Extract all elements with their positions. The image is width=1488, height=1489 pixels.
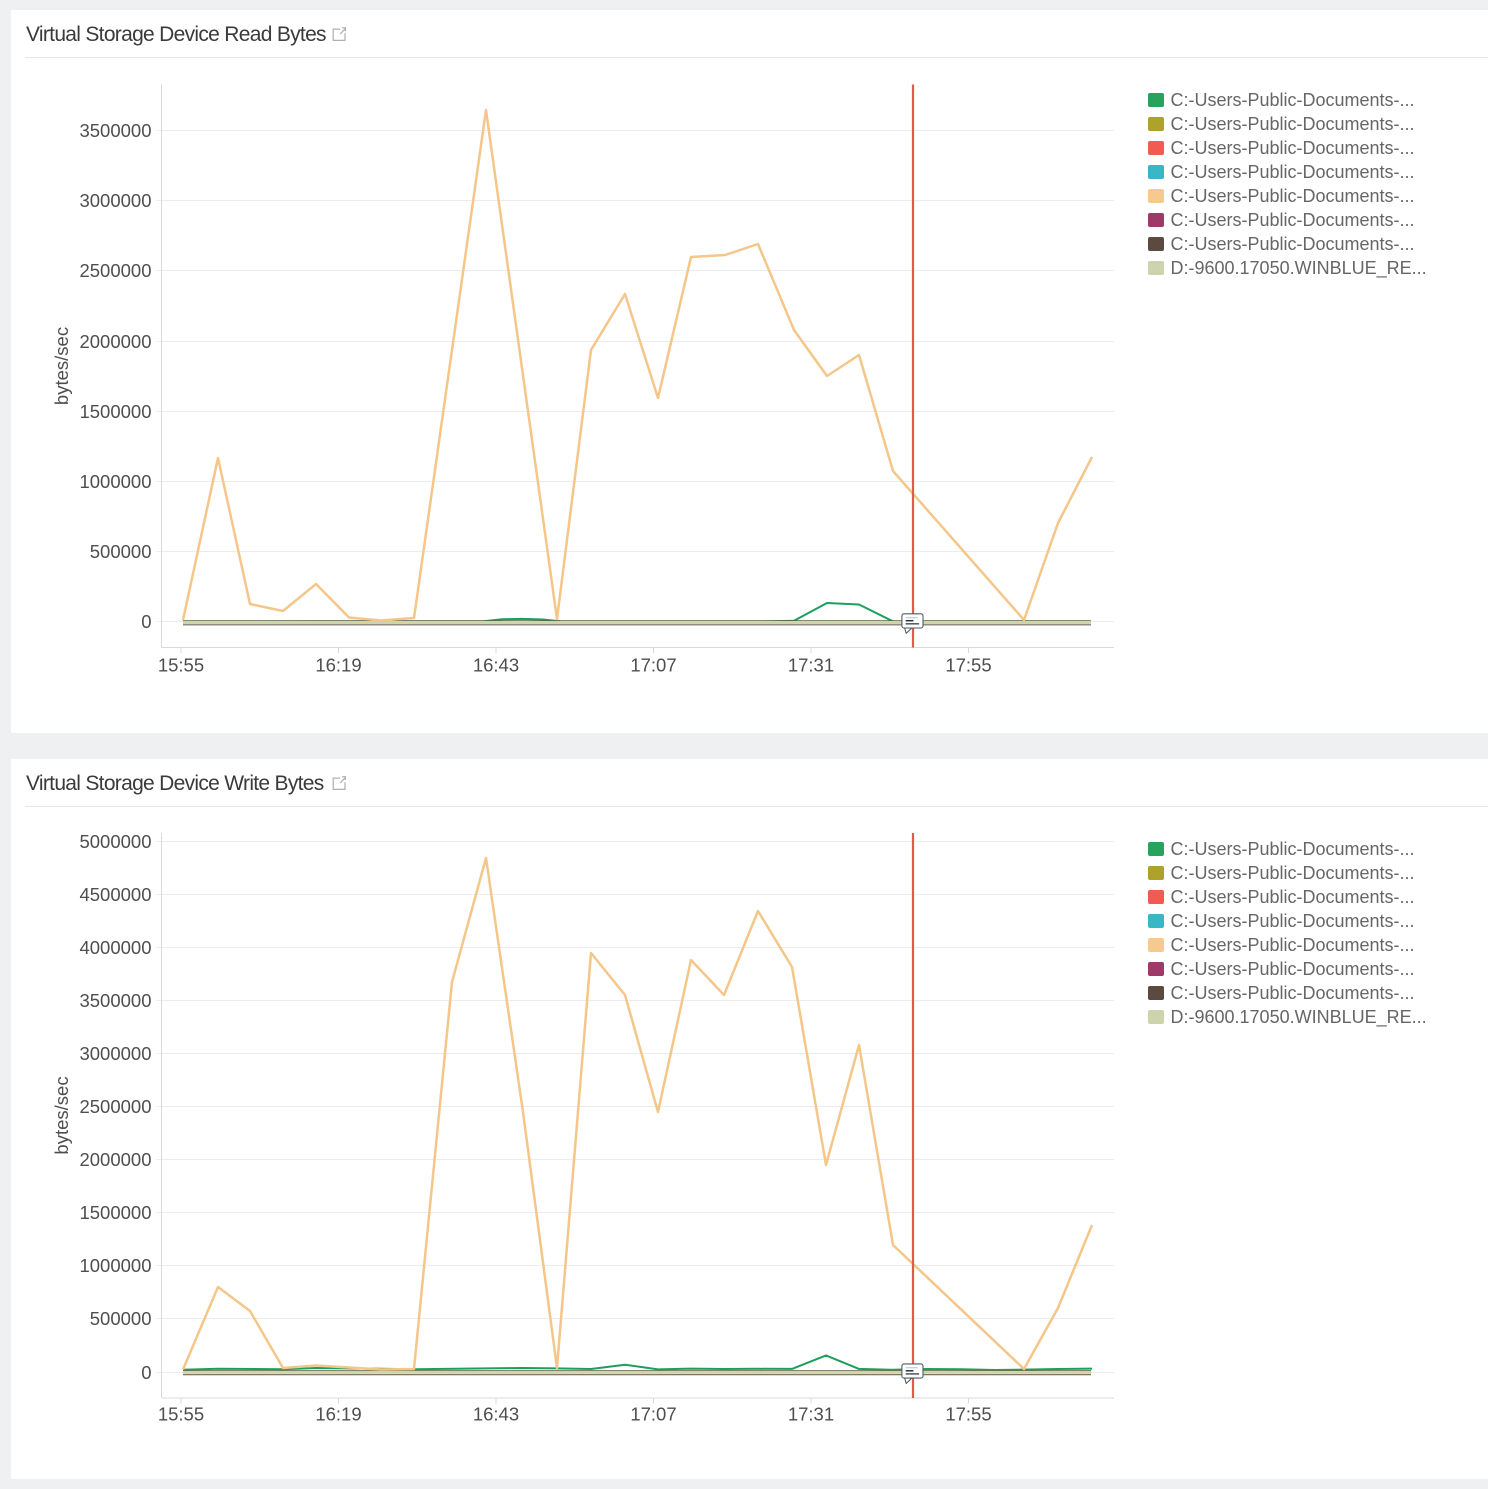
svg-text:500000: 500000 — [90, 1308, 152, 1329]
svg-text:500000: 500000 — [90, 541, 152, 562]
svg-text:16:43: 16:43 — [473, 655, 519, 676]
svg-text:1500000: 1500000 — [79, 1202, 151, 1223]
svg-text:0: 0 — [141, 611, 151, 632]
svg-text:2000000: 2000000 — [79, 1149, 151, 1170]
svg-text:16:43: 16:43 — [473, 1404, 519, 1425]
svg-text:3000000: 3000000 — [79, 190, 151, 211]
svg-text:bytes/sec: bytes/sec — [51, 327, 72, 405]
svg-text:16:19: 16:19 — [315, 655, 361, 676]
svg-text:4500000: 4500000 — [79, 884, 151, 905]
svg-text:17:55: 17:55 — [945, 655, 991, 676]
svg-text:17:55: 17:55 — [945, 1404, 991, 1425]
svg-text:3000000: 3000000 — [79, 1043, 151, 1064]
svg-text:1500000: 1500000 — [79, 401, 151, 422]
svg-text:4000000: 4000000 — [79, 937, 151, 958]
svg-text:17:07: 17:07 — [630, 655, 676, 676]
svg-text:3500000: 3500000 — [79, 120, 151, 141]
svg-text:17:07: 17:07 — [630, 1404, 676, 1425]
svg-text:1000000: 1000000 — [79, 1255, 151, 1276]
svg-text:2500000: 2500000 — [79, 260, 151, 281]
svg-text:1000000: 1000000 — [79, 471, 151, 492]
svg-text:5000000: 5000000 — [79, 831, 151, 852]
svg-text:17:31: 17:31 — [788, 1404, 834, 1425]
svg-text:3500000: 3500000 — [79, 990, 151, 1011]
svg-text:15:55: 15:55 — [158, 655, 204, 676]
svg-text:15:55: 15:55 — [158, 1404, 204, 1425]
svg-text:bytes/sec: bytes/sec — [51, 1076, 72, 1154]
svg-text:0: 0 — [141, 1362, 151, 1383]
svg-text:2500000: 2500000 — [79, 1096, 151, 1117]
svg-text:16:19: 16:19 — [315, 1404, 361, 1425]
svg-text:2000000: 2000000 — [79, 331, 151, 352]
svg-text:17:31: 17:31 — [788, 655, 834, 676]
